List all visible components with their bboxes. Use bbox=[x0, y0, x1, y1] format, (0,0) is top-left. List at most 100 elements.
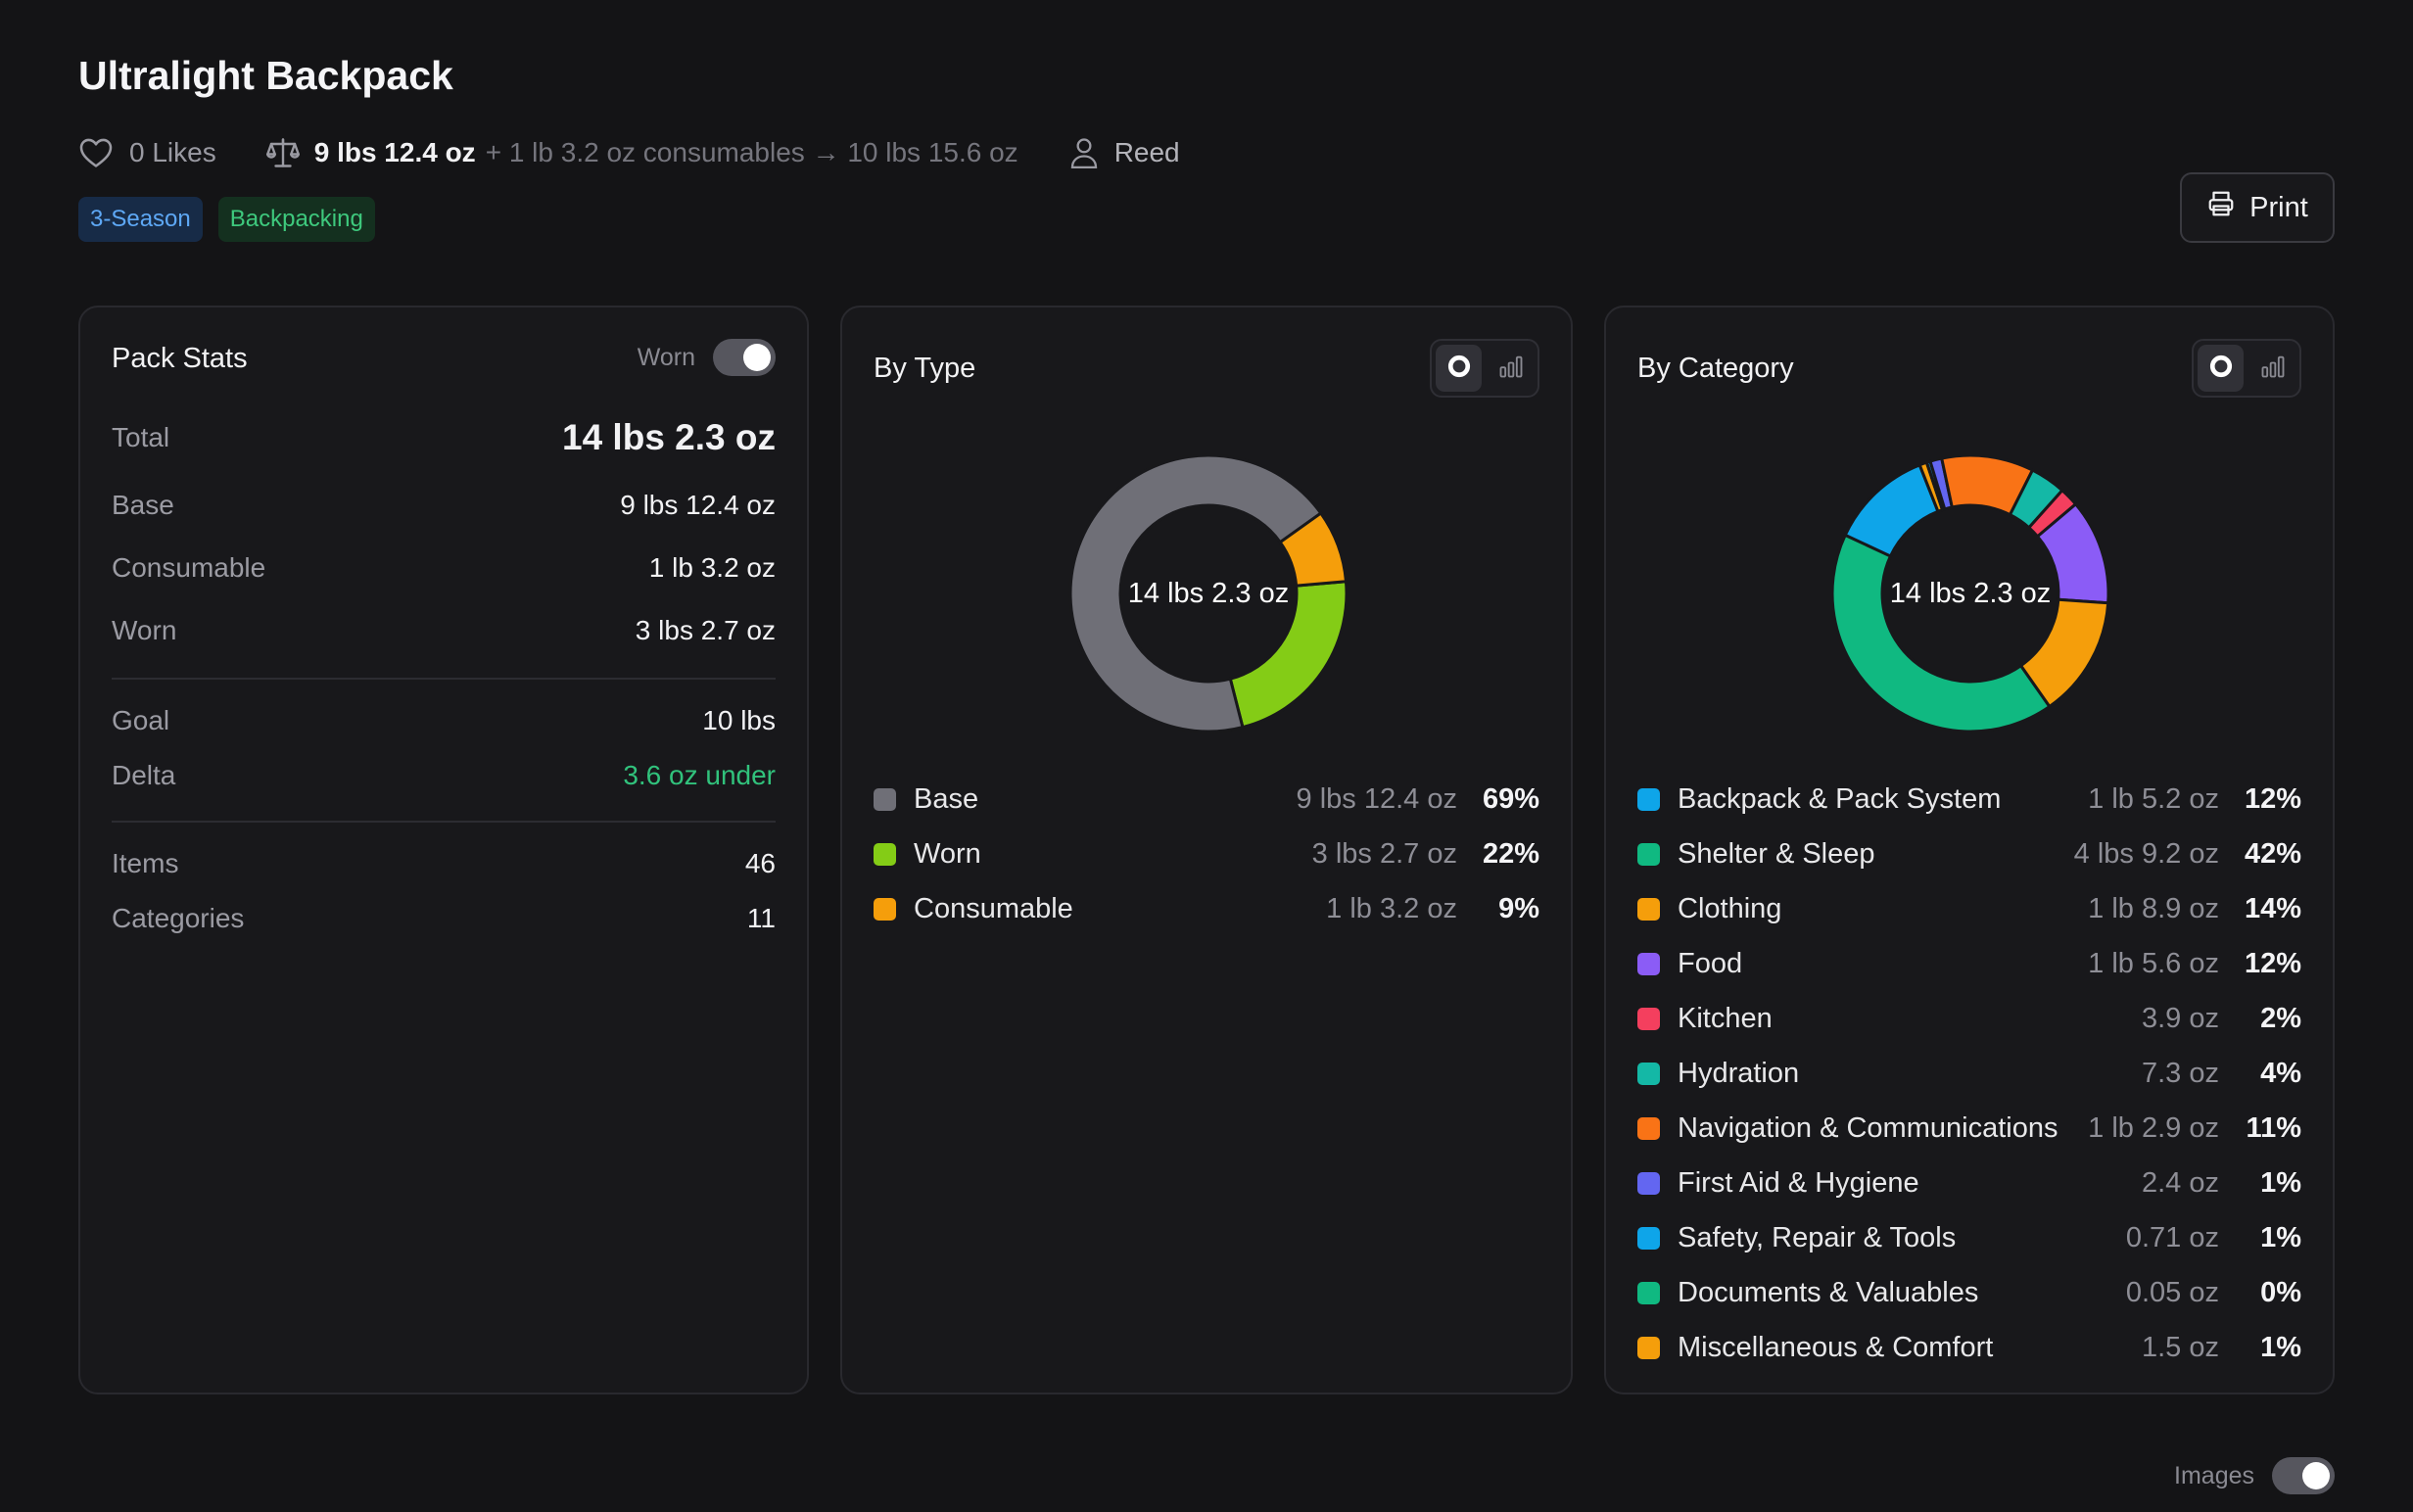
legend-weight: 1 lb 2.9 oz bbox=[2088, 1111, 2219, 1144]
stat-base: Base 9 lbs 12.4 oz bbox=[112, 490, 776, 521]
donut-view-button[interactable] bbox=[1436, 345, 1482, 392]
page-title: Ultralight Backpack bbox=[78, 53, 453, 98]
by-category-donut: 14 lbs 2.3 oz bbox=[1830, 453, 2110, 733]
by-category-legend: Backpack & Pack System 1 lb 5.2 oz 12% Shel… bbox=[1637, 772, 2301, 1375]
stat-total-label: Total bbox=[112, 422, 170, 452]
stat-base-label: Base bbox=[112, 490, 174, 520]
stat-categories-value: 11 bbox=[746, 903, 776, 933]
legend-percent: 0% bbox=[2260, 1276, 2301, 1308]
bar-view-button[interactable] bbox=[1488, 345, 1534, 392]
donut-slice-shelter-and-sleep[interactable] bbox=[1830, 533, 2052, 733]
legend-weight: 2.4 oz bbox=[2142, 1166, 2219, 1199]
images-toggle-knob bbox=[2302, 1462, 2330, 1489]
likes-button[interactable]: 0 Likes bbox=[78, 136, 216, 169]
stat-delta: Delta 3.6 oz under bbox=[112, 760, 776, 791]
donut-view-button[interactable] bbox=[2198, 345, 2244, 392]
legend-item-hydration: Hydration 7.3 oz 4% bbox=[1637, 1046, 2301, 1101]
donut-slice-base[interactable] bbox=[1068, 453, 1323, 733]
bar-chart-icon bbox=[2259, 353, 2287, 385]
legend-percent: 4% bbox=[2260, 1057, 2301, 1089]
pack-stats-card: Pack Stats Worn Total 14 lbs 2.3 oz Base… bbox=[78, 306, 809, 1394]
images-toggle[interactable] bbox=[2272, 1457, 2335, 1494]
print-button[interactable]: Print bbox=[2180, 172, 2335, 243]
base-weight: 9 lbs 12.4 oz bbox=[313, 137, 476, 167]
stat-worn: Worn 3 lbs 2.7 oz bbox=[112, 615, 776, 646]
by-category-card: By Category 14 lbs 2.3 oz Backpack & Pac… bbox=[1604, 306, 2335, 1394]
legend-name: Hydration bbox=[1678, 1057, 1800, 1089]
images-toggle-label: Images bbox=[2174, 1461, 2254, 1489]
pack-stats-title: Pack Stats bbox=[112, 343, 248, 374]
legend-swatch bbox=[874, 842, 896, 866]
legend-item-safety-repair-and-tools: Safety, Repair & Tools 0.71 oz 1% bbox=[1637, 1210, 2301, 1265]
legend-weight: 7.3 oz bbox=[2142, 1057, 2219, 1089]
legend-item-documents-and-valuables: Documents & Valuables 0.05 oz 0% bbox=[1637, 1265, 2301, 1320]
stat-consumable-value: 1 lb 3.2 oz bbox=[648, 552, 776, 583]
legend-item-backpack-and-pack-system: Backpack & Pack System 1 lb 5.2 oz 12% bbox=[1637, 772, 2301, 827]
donut-slice-consumable[interactable] bbox=[1278, 510, 1348, 588]
legend-percent: 42% bbox=[2244, 837, 2301, 870]
author-link[interactable]: Reed bbox=[1067, 135, 1180, 170]
tag-3-season[interactable]: 3-Season bbox=[78, 197, 203, 242]
stat-total-value: 14 lbs 2.3 oz bbox=[562, 417, 776, 457]
worn-toggle-group: Worn bbox=[638, 339, 776, 376]
legend-swatch bbox=[1637, 1336, 1660, 1359]
stat-worn-value: 3 lbs 2.7 oz bbox=[635, 615, 776, 645]
legend-percent: 12% bbox=[2244, 947, 2301, 979]
by-type-legend: Base 9 lbs 12.4 oz 69% Worn 3 lbs 2.7 oz 22% C… bbox=[874, 772, 1539, 936]
legend-weight: 1 lb 5.2 oz bbox=[2088, 782, 2219, 815]
worn-toggle-label: Worn bbox=[637, 343, 695, 371]
stat-items: Items 46 bbox=[112, 848, 776, 879]
legend-percent: 9% bbox=[1498, 892, 1539, 924]
legend-name: Base bbox=[914, 782, 979, 815]
legend-percent: 11% bbox=[2246, 1111, 2301, 1144]
legend-item-first-aid-and-hygiene: First Aid & Hygiene 2.4 oz 1% bbox=[1637, 1156, 2301, 1210]
stats-divider bbox=[112, 678, 776, 680]
images-toggle-group: Images bbox=[2174, 1457, 2335, 1494]
legend-item-worn: Worn 3 lbs 2.7 oz 22% bbox=[874, 827, 1539, 881]
stat-total: Total 14 lbs 2.3 oz bbox=[112, 417, 776, 458]
legend-percent: 22% bbox=[1482, 837, 1539, 870]
tag-list: 3-Season Backpacking bbox=[78, 197, 375, 242]
by-type-title: By Type bbox=[874, 353, 976, 384]
by-category-center-label: 14 lbs 2.3 oz bbox=[1890, 578, 2051, 609]
donut-icon bbox=[2207, 353, 2235, 385]
legend-weight: 3 lbs 2.7 oz bbox=[1311, 837, 1457, 870]
legend-swatch bbox=[1637, 952, 1660, 975]
tag-backpacking[interactable]: Backpacking bbox=[217, 197, 375, 242]
legend-swatch bbox=[1637, 787, 1660, 811]
legend-swatch bbox=[1637, 1062, 1660, 1085]
donut-slice-clothing[interactable] bbox=[2018, 597, 2110, 709]
legend-swatch bbox=[874, 787, 896, 811]
legend-weight: 1 lb 5.6 oz bbox=[2088, 947, 2219, 979]
legend-percent: 1% bbox=[2260, 1166, 2301, 1199]
stat-categories: Categories 11 bbox=[112, 903, 776, 934]
legend-swatch bbox=[1637, 1116, 1660, 1140]
legend-name: Clothing bbox=[1678, 892, 1782, 924]
bar-view-button[interactable] bbox=[2249, 345, 2295, 392]
stats-divider bbox=[112, 821, 776, 823]
legend-name: Documents & Valuables bbox=[1678, 1276, 1979, 1308]
printer-icon bbox=[2206, 189, 2236, 226]
legend-name: Kitchen bbox=[1678, 1002, 1773, 1034]
legend-weight: 4 lbs 9.2 oz bbox=[2073, 837, 2219, 870]
by-category-title: By Category bbox=[1637, 353, 1794, 384]
legend-swatch bbox=[1637, 1007, 1660, 1030]
heart-icon bbox=[78, 136, 114, 169]
legend-item-food: Food 1 lb 5.6 oz 12% bbox=[1637, 936, 2301, 991]
bar-chart-icon bbox=[1497, 353, 1525, 385]
legend-weight: 0.71 oz bbox=[2125, 1221, 2219, 1253]
stat-delta-value: 3.6 oz under bbox=[623, 760, 776, 790]
legend-item-miscellaneous-and-comfort: Miscellaneous & Comfort 1.5 oz 1% bbox=[1637, 1320, 2301, 1375]
legend-swatch bbox=[1637, 842, 1660, 866]
weight-summary: 9 lbs 12.4 oz + 1 lb 3.2 oz consumables … bbox=[265, 135, 1018, 170]
stat-base-value: 9 lbs 12.4 oz bbox=[620, 490, 776, 520]
legend-name: Food bbox=[1678, 947, 1743, 979]
likes-count: 0 Likes bbox=[129, 137, 216, 167]
stat-worn-label: Worn bbox=[112, 615, 177, 645]
worn-toggle[interactable] bbox=[713, 339, 776, 376]
legend-weight: 9 lbs 12.4 oz bbox=[1296, 782, 1457, 815]
legend-swatch bbox=[1637, 1171, 1660, 1195]
stat-items-value: 46 bbox=[744, 848, 776, 878]
legend-weight: 1 lb 8.9 oz bbox=[2088, 892, 2219, 924]
